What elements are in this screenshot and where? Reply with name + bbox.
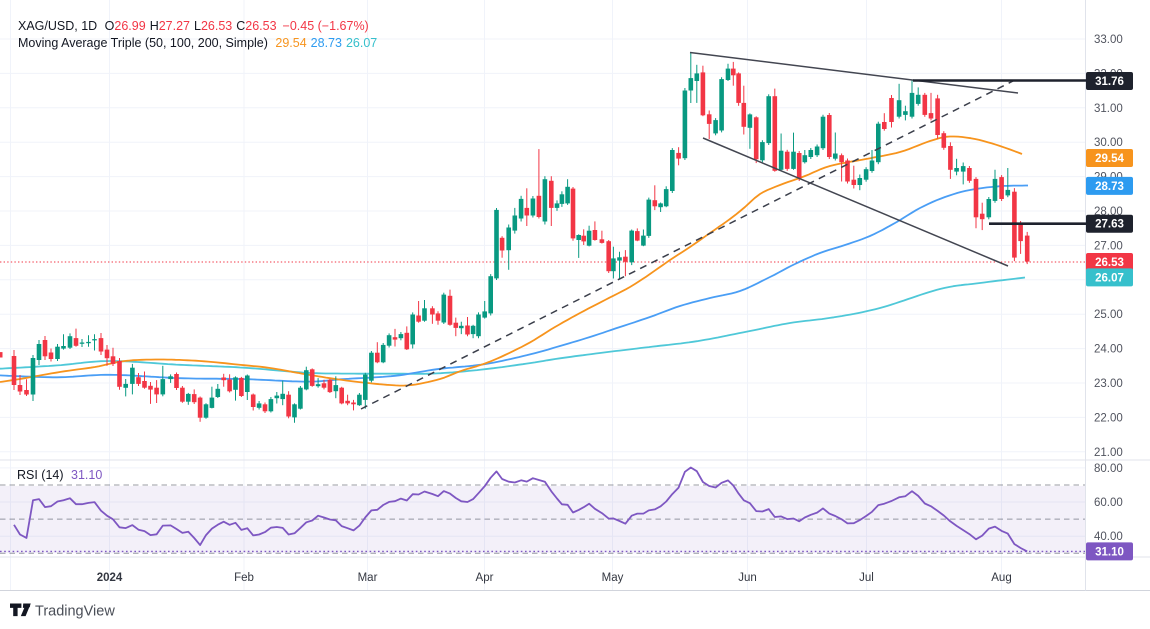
svg-text:2024: 2024 xyxy=(97,572,123,584)
svg-text:27.63: 27.63 xyxy=(1095,219,1124,231)
svg-text:25.00: 25.00 xyxy=(1094,309,1123,321)
svg-text:60.00: 60.00 xyxy=(1094,497,1123,509)
svg-text:33.00: 33.00 xyxy=(1094,34,1123,46)
svg-text:80.00: 80.00 xyxy=(1094,463,1123,475)
svg-text:Feb: Feb xyxy=(234,572,254,584)
svg-text:31.10: 31.10 xyxy=(1095,546,1124,558)
svg-text:28.73: 28.73 xyxy=(1095,181,1124,193)
svg-text:27.00: 27.00 xyxy=(1094,240,1123,252)
svg-text:Aug: Aug xyxy=(991,572,1011,584)
svg-text:23.00: 23.00 xyxy=(1094,378,1123,390)
svg-text:Moving Average Triple (50, 100: Moving Average Triple (50, 100, 200, Sim… xyxy=(18,36,377,50)
svg-text:30.00: 30.00 xyxy=(1094,137,1123,149)
svg-text:22.00: 22.00 xyxy=(1094,412,1123,424)
svg-text:21.00: 21.00 xyxy=(1094,447,1123,459)
svg-text:Apr: Apr xyxy=(476,572,494,584)
svg-text:26.07: 26.07 xyxy=(1095,272,1124,284)
svg-text:TradingView: TradingView xyxy=(35,604,115,620)
svg-text:Jun: Jun xyxy=(738,572,757,584)
svg-text:Jul: Jul xyxy=(859,572,874,584)
svg-text:24.00: 24.00 xyxy=(1094,344,1123,356)
svg-text:RSI (14) 31.10: RSI (14) 31.10 xyxy=(17,468,102,482)
svg-text:May: May xyxy=(602,572,624,584)
svg-text:40.00: 40.00 xyxy=(1094,531,1123,543)
svg-text:26.53: 26.53 xyxy=(1095,257,1124,269)
svg-text:31.76: 31.76 xyxy=(1095,76,1124,88)
svg-text:31.00: 31.00 xyxy=(1094,103,1123,115)
svg-text:Mar: Mar xyxy=(358,572,378,584)
svg-text:29.54: 29.54 xyxy=(1095,153,1124,165)
